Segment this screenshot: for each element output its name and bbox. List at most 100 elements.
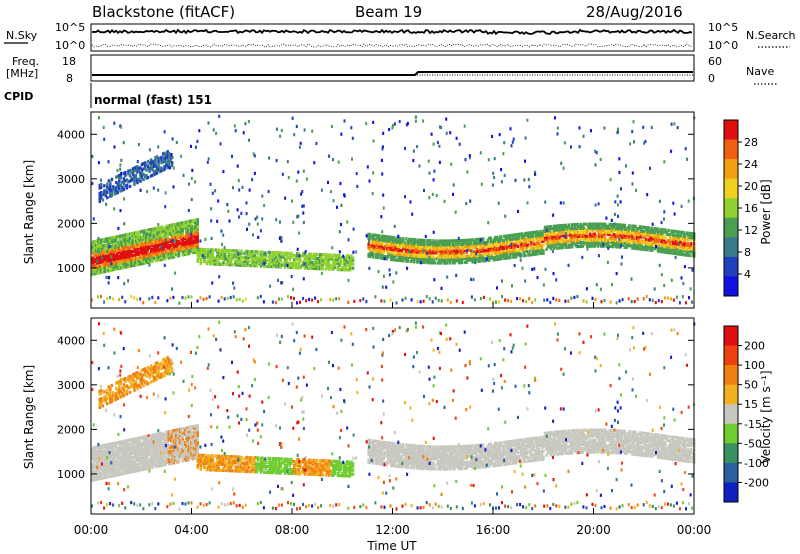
power-cell (140, 246, 143, 250)
power-cell (158, 250, 162, 254)
power-cell (616, 223, 619, 227)
power-cell (247, 251, 251, 256)
power-cell (435, 243, 438, 247)
power-cell (681, 295, 684, 299)
velocity-cell (128, 460, 132, 464)
power-cell (157, 252, 161, 256)
colorbar-swatch (724, 139, 738, 160)
power-cell (232, 281, 235, 285)
power-cell (542, 243, 545, 247)
power-cell (617, 231, 621, 235)
power-cell (474, 238, 477, 242)
power-cell (185, 246, 188, 250)
power-cell (118, 254, 122, 258)
power-cell (198, 247, 201, 251)
power-cell (543, 229, 547, 233)
power-cell (400, 251, 403, 255)
power-cell (380, 299, 383, 303)
power-cell (233, 286, 236, 290)
power-cell (593, 240, 596, 244)
power-cell (635, 246, 639, 251)
power-cell (426, 261, 429, 265)
power-cell (661, 234, 664, 238)
power-cell (347, 278, 350, 282)
power-cell (688, 235, 691, 239)
power-cell (370, 235, 373, 239)
power-cell (438, 243, 441, 247)
power-cell (522, 236, 526, 240)
power-cell (688, 249, 691, 254)
power-cell (382, 236, 385, 240)
power-cell (124, 253, 128, 257)
power-cell (397, 236, 400, 240)
power-cell (628, 232, 631, 236)
velocity-cell (128, 462, 132, 466)
power-cell (160, 231, 163, 235)
power-cell (618, 157, 621, 161)
power-cell (592, 222, 595, 226)
power-cell (368, 251, 372, 255)
power-cell (521, 266, 524, 270)
velocity-cell (119, 442, 123, 446)
velocity-cell (103, 475, 107, 480)
power-cell (460, 255, 464, 259)
power-cell (406, 259, 410, 263)
power-cell (628, 240, 631, 244)
power-cell (610, 238, 613, 243)
power-cell (190, 176, 193, 181)
power-cell (500, 237, 503, 241)
power-cell (173, 222, 177, 227)
power-cell (388, 127, 391, 132)
power-cell (615, 301, 618, 305)
power-cell (661, 250, 664, 254)
power-cell (91, 250, 94, 254)
power-cell (277, 259, 281, 263)
power-cell (256, 252, 260, 256)
power-cell (515, 251, 518, 255)
power-cell (416, 145, 419, 149)
power-cell (165, 228, 168, 232)
power-cell (111, 254, 114, 258)
velocity-cell (118, 446, 122, 450)
power-cell (153, 249, 157, 253)
power-cell (498, 237, 501, 241)
velocity-cell (103, 453, 107, 458)
power-cell (133, 182, 136, 186)
power-cell (650, 244, 654, 248)
power-cell (409, 253, 413, 258)
power-cell (399, 252, 402, 257)
velocity-cell (128, 442, 132, 446)
power-cell (255, 256, 258, 260)
power-cell (275, 218, 278, 222)
power-cell (625, 235, 628, 240)
power-cell (551, 234, 554, 239)
power-cell (403, 243, 407, 247)
power-cell (557, 234, 560, 238)
power-cell (150, 228, 153, 232)
power-cell (608, 226, 612, 230)
power-cell (586, 240, 589, 244)
power-cell (539, 229, 542, 234)
power-cell (116, 174, 120, 178)
power-cell (293, 257, 296, 262)
power-cell (118, 264, 122, 268)
power-cell (509, 244, 512, 248)
power-cell (138, 262, 142, 266)
power-cell (566, 233, 569, 237)
power-cell (555, 278, 558, 282)
power-cell (332, 257, 335, 261)
power-cell (570, 231, 574, 235)
power-cell (124, 300, 127, 304)
power-cell (560, 234, 563, 238)
power-cell (558, 238, 562, 242)
power-cell (658, 235, 661, 239)
power-cell (492, 240, 495, 244)
power-cell (173, 248, 177, 253)
power-cell (399, 256, 402, 261)
power-cell (668, 245, 672, 249)
power-cell (259, 264, 263, 268)
power-cell (584, 236, 587, 240)
power-cell (167, 152, 171, 156)
power-cell (658, 243, 661, 247)
power-cell (145, 173, 148, 178)
